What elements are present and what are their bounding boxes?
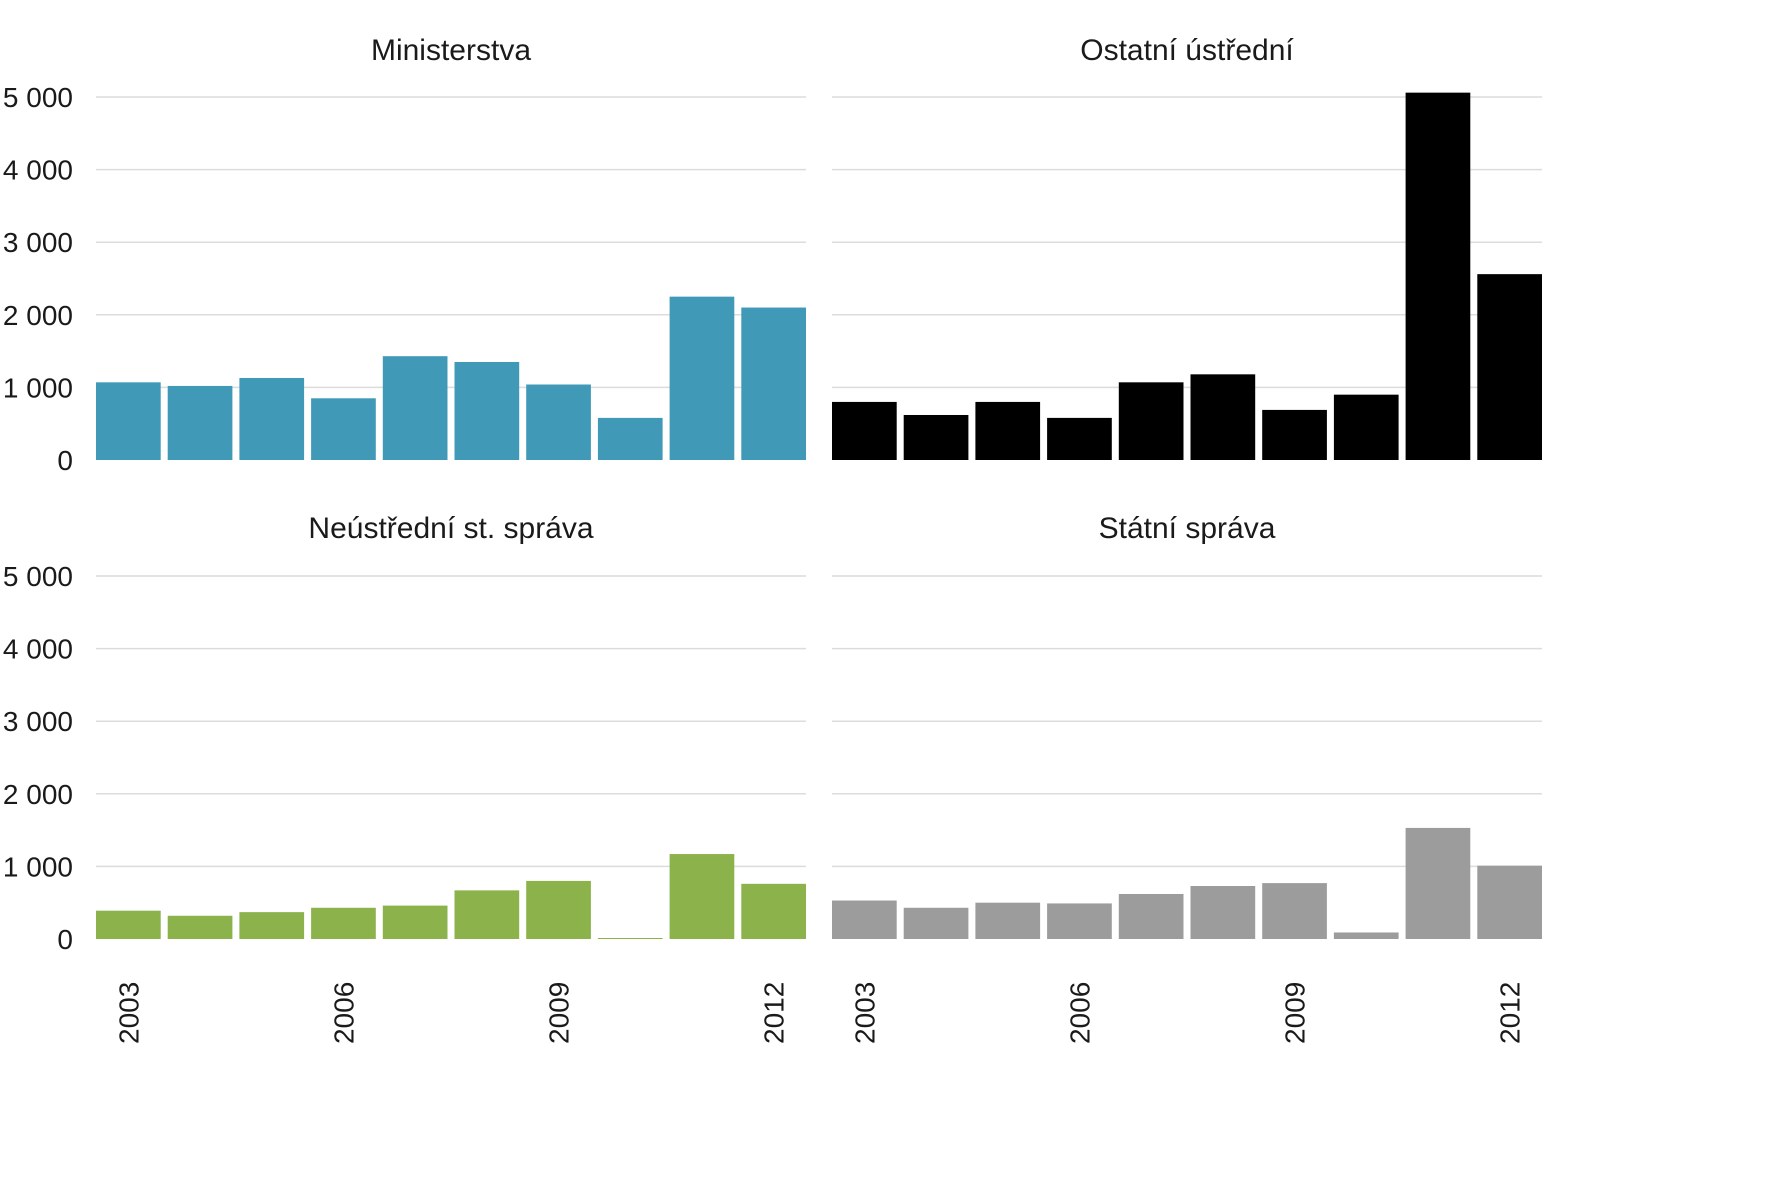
y-tick-label: 0 (57, 924, 73, 955)
bar-2005 (239, 377, 305, 460)
y-tick-label: 1 000 (3, 372, 73, 403)
bar-2010 (1333, 394, 1399, 460)
bar-2005 (975, 401, 1041, 460)
bar-2007 (382, 905, 448, 939)
panel-title: Neústřední st. správa (308, 512, 593, 545)
y-tick-label: 4 000 (3, 155, 73, 186)
x-tick-label: 2009 (544, 982, 575, 1044)
bar-2004 (167, 385, 233, 460)
bar-2012 (1477, 274, 1542, 460)
panel-title: Státní správa (1099, 512, 1276, 545)
bar-2004 (903, 907, 969, 939)
x-tick-label: 2012 (759, 982, 790, 1044)
y-tick-label: 3 000 (3, 227, 73, 258)
bar-2008 (454, 361, 520, 460)
bar-2009 (526, 384, 591, 460)
bar-2008 (454, 890, 520, 939)
bar-2005 (975, 902, 1041, 939)
bar-2009 (1262, 883, 1327, 939)
y-tick-label: 5 000 (3, 82, 73, 113)
bar-2006 (1047, 903, 1112, 939)
bar-2003 (832, 401, 897, 460)
bar-2012 (1477, 865, 1542, 939)
bar-2011 (669, 296, 735, 460)
x-tick-label: 2003 (113, 982, 144, 1044)
bar-2010 (597, 938, 663, 939)
y-tick-label: 4 000 (3, 634, 73, 665)
bar-2010 (597, 417, 663, 460)
bar-2007 (382, 356, 448, 460)
panel-2: Ostatní ústřední (832, 34, 1542, 461)
bar-2011 (669, 854, 735, 939)
bar-2008 (1190, 886, 1256, 939)
bar-2003 (832, 900, 897, 939)
panel-title: Ministerstva (371, 34, 531, 67)
y-tick-label: 0 (57, 445, 73, 476)
x-tick-label: 2006 (328, 982, 359, 1044)
panel-4: Státní správa 2003 2006 2009 2012 (832, 512, 1542, 1044)
bar-2006 (1047, 417, 1112, 460)
y-tick-label: 2 000 (3, 300, 73, 331)
bar-2007 (1118, 893, 1184, 939)
bar-2006 (311, 907, 376, 939)
x-tick-label: 2012 (1495, 982, 1526, 1044)
x-tick-label: 2009 (1280, 982, 1311, 1044)
bar-2004 (167, 915, 233, 939)
y-tick-label: 1 000 (3, 851, 73, 882)
bar-2003 (96, 910, 161, 939)
bar-2006 (311, 398, 376, 460)
y-tick-label: 2 000 (3, 779, 73, 810)
bar-2007 (1118, 382, 1184, 460)
panel-3: 0 1 000 2 000 3 000 4 000 5 000 Neústřední st.… (3, 512, 806, 1044)
bar-2011 (1405, 92, 1471, 461)
bar-2012 (741, 307, 806, 460)
bar-2010 (1333, 932, 1399, 939)
panel-title: Ostatní ústřední (1080, 34, 1294, 67)
bar-2008 (1190, 374, 1256, 460)
bar-2011 (1405, 827, 1471, 939)
bar-2012 (741, 883, 806, 939)
x-tick-label: 2003 (849, 982, 880, 1044)
panel-1: 0 1 000 2 000 3 000 4 000 5 000 Ministerstva (3, 34, 806, 476)
x-tick-label: 2006 (1064, 982, 1095, 1044)
y-tick-label: 3 000 (3, 706, 73, 737)
bar-2004 (903, 414, 969, 460)
bar-2009 (526, 880, 591, 939)
bar-2005 (239, 912, 305, 939)
y-tick-label: 5 000 (3, 561, 73, 592)
bar-2009 (1262, 409, 1327, 460)
bar-2003 (96, 382, 161, 460)
